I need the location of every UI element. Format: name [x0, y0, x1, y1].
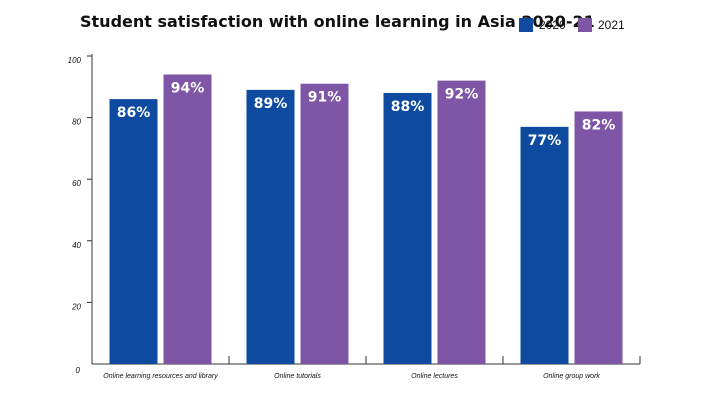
- data-label-2020: 77%: [528, 133, 562, 149]
- bar-2021: [300, 83, 349, 364]
- legend-item-2021: 2021: [578, 18, 625, 32]
- bar-2021: [163, 74, 212, 364]
- bar-2021: [574, 111, 623, 364]
- legend-label-2020: 2020: [539, 18, 566, 32]
- bar-2021: [437, 80, 486, 364]
- bar-2020: [383, 92, 432, 365]
- category-label: Online lectures: [411, 373, 458, 380]
- legend-label-2021: 2021: [598, 18, 625, 32]
- bar-2020: [520, 126, 569, 364]
- category-label: Online learning resources and library: [103, 373, 218, 380]
- data-label-2020: 86%: [117, 105, 151, 121]
- y-tick-label: 0: [76, 366, 81, 375]
- data-label-2020: 88%: [391, 99, 425, 115]
- bar-2020: [246, 89, 295, 364]
- category-label: Online tutorials: [274, 373, 321, 380]
- data-label-2021: 94%: [171, 80, 205, 96]
- chart-title: Student satisfaction with online learnin…: [80, 12, 595, 31]
- data-label-2021: 91%: [308, 90, 342, 106]
- legend-swatch-2020: [519, 18, 533, 32]
- y-tick-label: 80: [72, 118, 81, 127]
- y-tick-label: 20: [71, 302, 81, 311]
- data-label-2020: 89%: [254, 96, 288, 112]
- y-tick-label: 100: [68, 56, 82, 65]
- category-label: Online group work: [543, 373, 600, 380]
- y-tick-label: 40: [72, 241, 81, 250]
- data-label-2021: 82%: [582, 117, 616, 133]
- legend-swatch-2021: [578, 18, 592, 32]
- data-label-2021: 92%: [445, 87, 479, 103]
- bar-2020: [109, 99, 158, 365]
- legend-item-2020: 2020: [519, 18, 566, 32]
- y-tick-label: 60: [72, 179, 81, 188]
